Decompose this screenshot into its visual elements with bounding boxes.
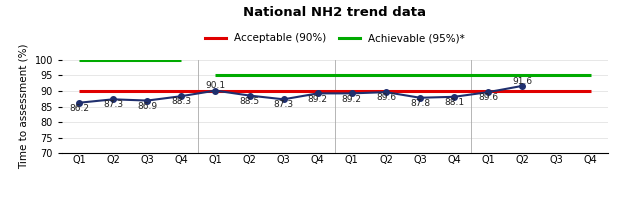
Y-axis label: Time to assessment (%): Time to assessment (%)	[19, 44, 29, 169]
Text: 89.2: 89.2	[308, 95, 328, 104]
Text: 86.9: 86.9	[137, 102, 157, 111]
Text: 90.1: 90.1	[205, 81, 226, 90]
Text: 87.3: 87.3	[273, 101, 294, 109]
Text: 87.3: 87.3	[103, 101, 123, 109]
Text: 88.1: 88.1	[444, 98, 464, 107]
Text: 89.6: 89.6	[478, 93, 498, 102]
Text: 86.2: 86.2	[69, 104, 89, 113]
Text: 91.6: 91.6	[512, 77, 533, 86]
Text: 89.2: 89.2	[342, 95, 362, 104]
Text: National NH2 trend data: National NH2 trend data	[243, 6, 427, 19]
Text: 89.6: 89.6	[376, 93, 396, 102]
Text: 87.8: 87.8	[410, 99, 430, 108]
Legend: Acceptable (90%), Achievable (95%)*: Acceptable (90%), Achievable (95%)*	[201, 29, 469, 47]
Text: 88.5: 88.5	[239, 97, 260, 106]
Text: 88.3: 88.3	[171, 97, 192, 106]
